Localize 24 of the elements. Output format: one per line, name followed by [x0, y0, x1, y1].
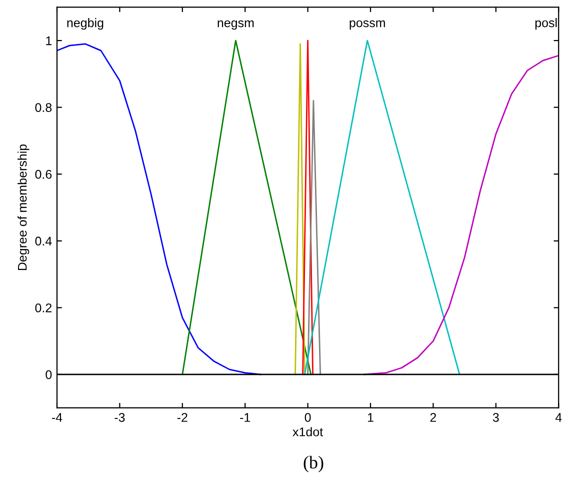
y-tick-label: 1: [46, 36, 52, 46]
x-tick-label: -4: [52, 413, 62, 422]
x-tick-label: 2: [430, 413, 436, 422]
x-tick-label: -2: [177, 413, 188, 422]
text: (b): [304, 456, 324, 472]
y-tick-label: 0.2: [35, 303, 52, 312]
line-series: [57, 43, 262, 376]
series-label: negsm: [218, 20, 254, 30]
line-series: [364, 54, 559, 376]
x-tick-label: 0: [304, 413, 311, 422]
text: posl: [535, 18, 557, 30]
series-label: negbig: [67, 18, 104, 30]
x-tick-label: 3: [492, 413, 499, 422]
y-tick-label: 0.4: [35, 236, 52, 246]
x-tick-label: -3: [114, 413, 125, 422]
y-axis-title: Degree of membership: [18, 144, 30, 270]
x-tick-label: 1: [368, 413, 374, 422]
x-tick-label: 4: [555, 413, 562, 422]
y-tick-label: 0: [46, 370, 52, 380]
series-label: possm: [350, 20, 385, 30]
x-tick-label: -1: [240, 413, 250, 422]
y-tick-label: 0.6: [35, 170, 52, 179]
x-axis-title: x1dot: [292, 427, 323, 436]
y-tick-label: 0.8: [35, 103, 52, 112]
